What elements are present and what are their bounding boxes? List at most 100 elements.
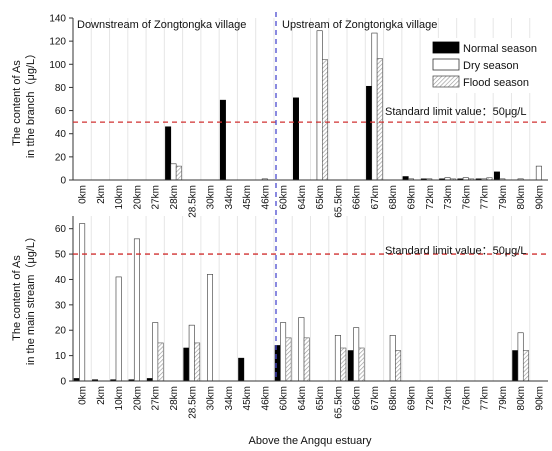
- x-axis-label: Above the Angqu estuary: [249, 435, 372, 447]
- main-stream-bar-flood: [194, 342, 201, 382]
- main-stream-x-tick-label: 77km: [480, 386, 491, 410]
- main-stream-bar-flood: [522, 350, 529, 382]
- branch-x-ticks: 0km 2km 10km 20km 27km 28km 28.5km 30km 34km 45km…: [78, 185, 546, 218]
- main-stream-panel: 0 10 20 30 40 50 60 0km 2km 10km 20km 27km 28km 28.5…: [11, 216, 548, 447]
- main-stream-bar-flood: [303, 337, 310, 382]
- main-stream-bar-flood: [358, 347, 365, 382]
- branch-x-tick-label: 76km: [461, 185, 472, 209]
- main-stream-x-tick-label: 73km: [443, 386, 454, 410]
- branch-x-tick-label: 68km: [388, 185, 399, 209]
- main-stream-bar-dry: [115, 276, 122, 382]
- branch-y-tick-label: 100: [49, 60, 66, 71]
- main-stream-bar-dry: [280, 322, 287, 382]
- legend-swatch-normal: [432, 41, 460, 54]
- branch-x-tick-label: 80km: [516, 185, 527, 209]
- branch-x-tick-label: 73km: [443, 185, 454, 209]
- main-stream-x-tick-label: 20km: [132, 386, 143, 410]
- branch-x-tick-label: 77km: [480, 185, 491, 209]
- branch-bar-normal: [366, 85, 373, 181]
- branch-y-tick-label: 140: [49, 14, 66, 25]
- branch-x-tick-label: 2km: [96, 185, 107, 204]
- legend-label-normal: Normal season: [463, 43, 537, 55]
- main-stream-x-tick-label: 65km: [315, 386, 326, 410]
- legend-label-dry: Dry season: [463, 60, 519, 72]
- main-stream-x-tick-label: 65.5km: [333, 386, 344, 419]
- branch-x-tick-label: 27km: [151, 185, 162, 209]
- branch-y-tick-label: 20: [55, 152, 67, 163]
- legend-swatch-flood: [432, 75, 460, 88]
- branch-bar-dry: [170, 163, 177, 181]
- main-stream-y-ticks: 0 10 20 30 40 50 60: [55, 224, 73, 388]
- main-stream-bar-flood: [340, 347, 347, 382]
- branch-bar-dry: [535, 165, 542, 181]
- branch-x-tick-label: 60km: [279, 185, 290, 209]
- branch-x-tick-label: 34km: [224, 185, 235, 209]
- main-stream-bar-normal: [512, 350, 519, 382]
- branch-x-tick-label: 65km: [315, 185, 326, 209]
- main-stream-y-tick-label: 40: [55, 275, 67, 286]
- main-stream-bar-dry: [334, 335, 341, 382]
- main-stream-bar-dry: [207, 274, 214, 382]
- main-stream-x-tick-label: 60km: [279, 386, 290, 410]
- branch-x-tick-label: 28.5km: [187, 185, 198, 218]
- branch-x-tick-label: 46km: [260, 185, 271, 209]
- branch-y-ticks: 0 20 40 60 80 100 120 140: [49, 14, 73, 187]
- main-stream-x-tick-label: 30km: [206, 386, 217, 410]
- branch-bar-dry: [371, 32, 378, 181]
- branch-y-tick-label: 60: [55, 106, 67, 117]
- main-stream-x-tick-label: 34km: [224, 386, 235, 410]
- branch-gridlines: [90, 18, 531, 180]
- branch-bar-normal: [293, 97, 299, 181]
- main-stream-x-ticks: 0km 2km 10km 20km 27km 28km 28.5km 30km 34km 45km…: [78, 386, 546, 419]
- branch-y-tick-label: 0: [60, 176, 66, 187]
- main-stream-bar-normal: [183, 347, 190, 382]
- region-left-label: Downstream of Zongtongka village: [77, 19, 246, 31]
- main-stream-x-tick-label: 68km: [388, 386, 399, 410]
- main-stream-y-label-line2: in the main stream（μg/L）: [24, 231, 37, 365]
- main-stream-x-tick-label: 90km: [534, 386, 545, 410]
- main-stream-limit-label: Standard limit value：50μg/L: [385, 245, 526, 257]
- legend-label-flood: Flood season: [463, 77, 529, 89]
- branch-bar-flood: [322, 59, 328, 181]
- main-stream-y-tick-label: 50: [55, 250, 67, 261]
- branch-x-tick-label: 67km: [370, 185, 381, 209]
- main-stream-bar-normal: [347, 350, 354, 382]
- branch-bar-normal: [493, 171, 500, 181]
- main-stream-bar-flood: [395, 350, 402, 382]
- branch-panel: 0 20 40 60 80 100 120 140 0km 2km 10km 20km 27km 28k…: [11, 14, 550, 218]
- main-stream-x-tick-label: 72km: [425, 386, 436, 410]
- branch-y-label-line1: The content of As: [11, 60, 23, 146]
- branch-x-tick-label: 79km: [498, 185, 509, 209]
- branch-x-tick-label: 69km: [406, 185, 417, 209]
- main-stream-bar-dry: [298, 317, 305, 382]
- main-stream-y-tick-label: 60: [55, 224, 67, 235]
- branch-limit-label: Standard limit value：50μg/L: [385, 106, 526, 118]
- main-stream-x-tick-label: 79km: [498, 386, 509, 410]
- branch-x-tick-label: 0km: [78, 185, 89, 204]
- main-stream-gridlines: [90, 216, 531, 381]
- main-stream-x-tick-label: 64km: [297, 386, 308, 410]
- main-stream-x-tick-label: 69km: [406, 386, 417, 410]
- branch-x-tick-label: 30km: [206, 185, 217, 209]
- main-stream-y-tick-label: 30: [55, 300, 67, 311]
- branch-y-tick-label: 40: [55, 129, 67, 140]
- main-stream-y-label-line1: The content of As: [11, 255, 23, 341]
- branch-bar-normal: [219, 99, 226, 181]
- legend: Normal season Dry season Flood season: [428, 38, 550, 93]
- main-stream-x-tick-label: 0km: [78, 386, 89, 405]
- main-stream-x-tick-label: 28.5km: [187, 386, 198, 419]
- main-stream-bar-flood: [285, 337, 292, 382]
- branch-y-tick-label: 80: [55, 83, 67, 94]
- branch-x-tick-label: 45km: [242, 185, 253, 209]
- main-stream-x-tick-label: 46km: [260, 386, 271, 410]
- branch-y-label-line2: in tthe branch（μg/L）: [24, 48, 37, 158]
- main-stream-x-tick-label: 27km: [151, 386, 162, 410]
- main-stream-bar-dry: [389, 335, 396, 382]
- branch-bar-normal: [165, 126, 172, 181]
- branch-bar-flood: [376, 58, 383, 181]
- main-stream-bar-dry: [133, 238, 140, 382]
- main-stream-bar-dry: [152, 322, 159, 382]
- main-stream-bar-dry: [353, 327, 360, 382]
- main-stream-x-tick-label: 67km: [370, 386, 381, 410]
